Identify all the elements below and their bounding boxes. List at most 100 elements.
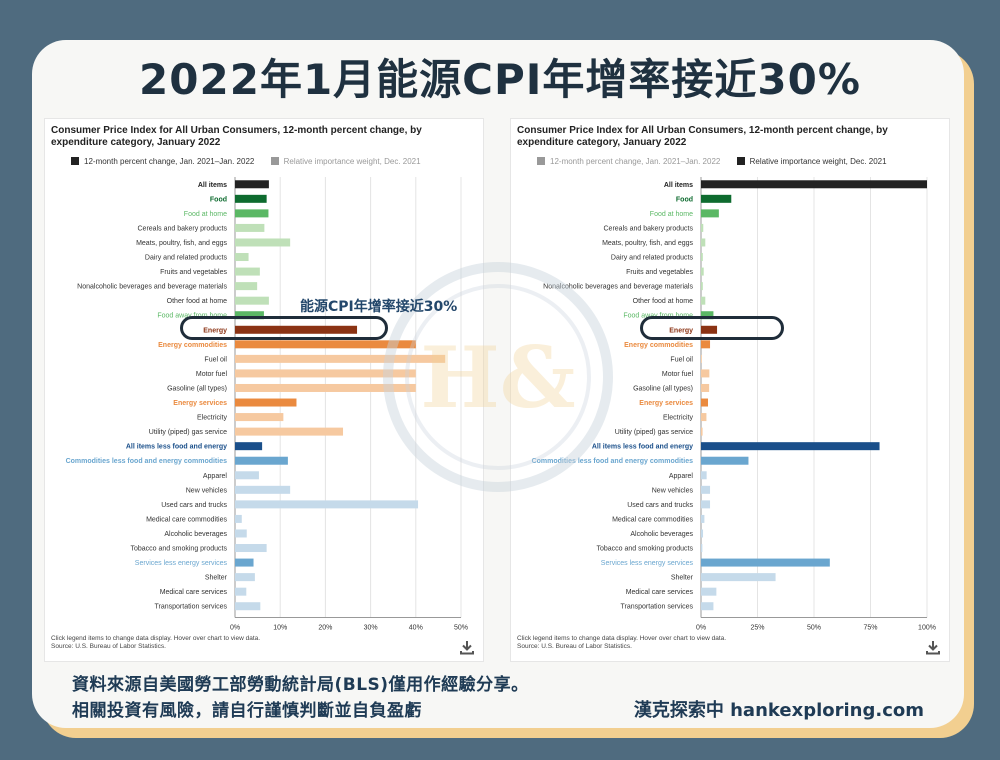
- category-label: Alcoholic beverages: [164, 531, 227, 538]
- legend-label: Relative importance weight, Dec. 2021: [749, 157, 887, 166]
- category-label: Energy commodities: [624, 342, 693, 349]
- bar: [235, 223, 265, 232]
- footer-source-text: 資料來源自美國勞工部勞動統計局(BLS)僅用作經驗分享。: [72, 675, 529, 695]
- bar: [701, 253, 703, 262]
- x-tick-label: 40%: [409, 625, 423, 632]
- category-label: Alcoholic beverages: [630, 531, 693, 538]
- x-tick-label: 20%: [318, 625, 332, 632]
- bar: [235, 500, 419, 509]
- chart-footnote: Click legend items to change data displa…: [517, 635, 726, 651]
- bar: [235, 325, 358, 334]
- legend-label: 12-month percent change, Jan. 2021–Jan. …: [550, 157, 721, 166]
- bar: [235, 253, 249, 262]
- category-label: Utility (piped) gas service: [149, 429, 227, 436]
- category-label: Electricity: [197, 415, 227, 422]
- bar: [235, 369, 416, 378]
- bar: [235, 311, 264, 320]
- category-label: Used cars and trucks: [161, 502, 227, 509]
- category-label: Nonalcoholic beverages and beverage mate…: [543, 284, 693, 291]
- bar: [235, 485, 291, 494]
- category-label: Cereals and bakery products: [138, 225, 228, 232]
- chart-note: Click legend items to change data displa…: [51, 635, 261, 642]
- category-label: Medical care services: [626, 589, 694, 596]
- category-label: Fuel oil: [204, 356, 227, 363]
- category-label: All items: [198, 182, 227, 189]
- bar: [701, 544, 703, 553]
- bar: [235, 573, 255, 582]
- category-label: Commodities less food and energy commodi…: [66, 458, 228, 465]
- x-tick-label: 10%: [273, 625, 287, 632]
- category-label: Services less energy services: [135, 560, 228, 567]
- category-label: Apparel: [669, 473, 694, 480]
- bar-chart-percent-change[interactable]: 0% 10% 20% 30% 40% 50% All items Food Food at ho…: [45, 119, 483, 639]
- category-label: Fuel oil: [670, 356, 693, 363]
- category-label: Apparel: [203, 473, 228, 480]
- bar: [701, 311, 714, 320]
- category-label: Tobacco and smoking products: [597, 546, 694, 553]
- category-label: Food: [676, 196, 693, 203]
- legend-swatch: [71, 157, 79, 165]
- category-label: Used cars and trucks: [627, 502, 693, 509]
- category-label: Utility (piped) gas service: [615, 429, 693, 436]
- category-label: Dairy and related products: [145, 255, 228, 262]
- bar: [235, 427, 344, 436]
- energy-highlight-right: [640, 316, 784, 340]
- category-label: Meats, poultry, fish, and eggs: [602, 240, 693, 247]
- legend-swatch: [736, 157, 745, 165]
- category-label: Shelter: [205, 575, 228, 582]
- category-label: Fruits and vegetables: [160, 269, 227, 276]
- chart-legend: 12-month percent change, Jan. 2021–Jan. …: [71, 157, 435, 166]
- legend-item-importance-weight[interactable]: Relative importance weight, Dec. 2021: [736, 157, 887, 166]
- category-label: Energy services: [173, 400, 227, 407]
- download-icon[interactable]: [459, 639, 475, 655]
- bar: [235, 529, 247, 538]
- category-label: Food at home: [650, 211, 693, 218]
- category-label: Medical care commodities: [612, 516, 693, 523]
- bar: [235, 514, 242, 523]
- bar: [235, 282, 258, 291]
- bar-chart-importance-weight[interactable]: 0% 25% 50% 75% 100% All items Food Food at home…: [511, 119, 949, 639]
- bar: [235, 194, 267, 203]
- category-label: Commodities less food and energy commodi…: [532, 458, 694, 465]
- bar: [701, 282, 703, 291]
- legend-label: Relative importance weight, Dec. 2021: [283, 157, 421, 166]
- category-label: Energy: [203, 327, 227, 334]
- bar: [701, 267, 704, 276]
- category-label: Food: [210, 196, 227, 203]
- bar: [701, 194, 732, 203]
- legend-item-percent-change[interactable]: 12-month percent change, Jan. 2021–Jan. …: [71, 157, 254, 166]
- legend-item-percent-change[interactable]: 12-month percent change, Jan. 2021–Jan. …: [537, 157, 720, 166]
- category-label: Energy services: [639, 400, 693, 407]
- legend-label: 12-month percent change, Jan. 2021–Jan. …: [84, 157, 255, 166]
- bar: [701, 398, 709, 407]
- chart-legend: 12-month percent change, Jan. 2021–Jan. …: [537, 157, 901, 166]
- bar: [235, 413, 284, 422]
- category-label: Nonalcoholic beverages and beverage mate…: [77, 284, 227, 291]
- bar: [235, 398, 297, 407]
- category-label: All items less food and energy: [126, 444, 227, 451]
- bar: [235, 544, 267, 553]
- bar: [701, 514, 705, 523]
- legend-item-importance-weight[interactable]: Relative importance weight, Dec. 2021: [270, 157, 421, 166]
- chart-title: Consumer Price Index for All Urban Consu…: [517, 125, 888, 148]
- bar: [701, 573, 776, 582]
- bar: [701, 325, 718, 334]
- download-icon[interactable]: [925, 639, 941, 655]
- bar: [235, 456, 288, 465]
- x-tick-label: 25%: [750, 625, 764, 632]
- category-label: Shelter: [671, 575, 694, 582]
- chart-panel-importance-weight: Consumer Price Index for All Urban Consu…: [510, 118, 950, 662]
- footer-risk-text: 相關投資有風險，請自行謹慎判斷並自負盈虧: [72, 701, 422, 721]
- bar: [701, 369, 710, 378]
- category-label: Transportation services: [155, 604, 228, 611]
- category-label: Fruits and vegetables: [626, 269, 693, 276]
- page-title: 2022年1月能源CPI年增率接近30%: [139, 55, 861, 104]
- x-tick-label: 50%: [454, 625, 468, 632]
- energy-highlight-left: [180, 316, 388, 340]
- bar: [235, 340, 416, 349]
- category-label: Cereals and bakery products: [604, 225, 694, 232]
- bar: [701, 587, 717, 596]
- bar: [701, 500, 711, 509]
- bar: [235, 558, 254, 567]
- bar: [701, 471, 707, 480]
